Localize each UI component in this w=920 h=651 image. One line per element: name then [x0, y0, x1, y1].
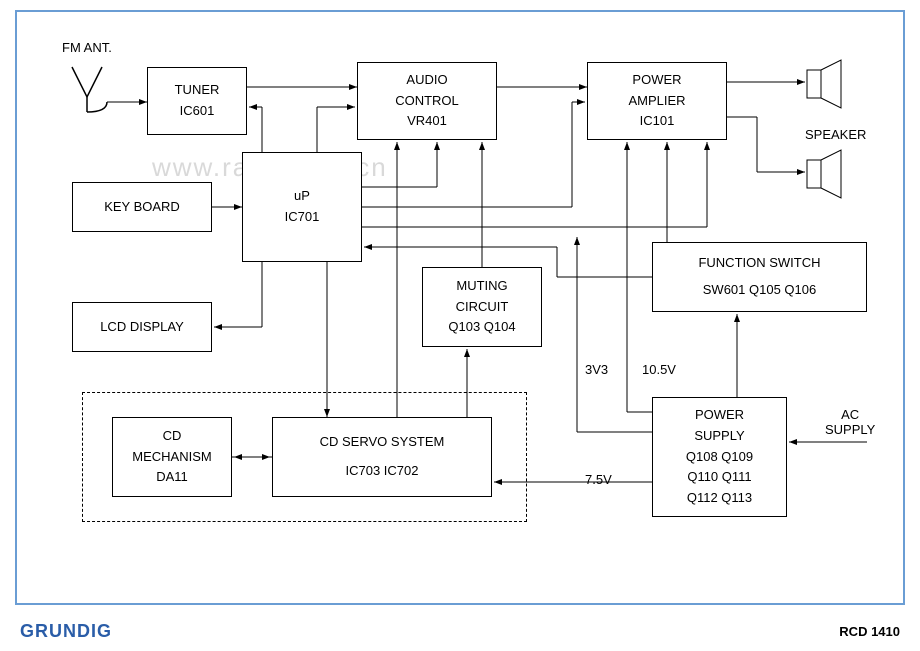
page: www.radiofans.cn TUNER IC601 AUDIO CONTR…: [0, 0, 920, 651]
antenna-icon: [72, 67, 147, 112]
diagram-frame: www.radiofans.cn TUNER IC601 AUDIO CONTR…: [15, 10, 905, 605]
footer: GRUNDIG RCD 1410: [0, 611, 920, 651]
brand-label: GRUNDIG: [20, 621, 112, 642]
wires-svg: [17, 12, 907, 607]
model-label: RCD 1410: [839, 624, 900, 639]
speaker-top-icon: [807, 60, 841, 108]
speaker-bottom-icon: [807, 150, 841, 198]
